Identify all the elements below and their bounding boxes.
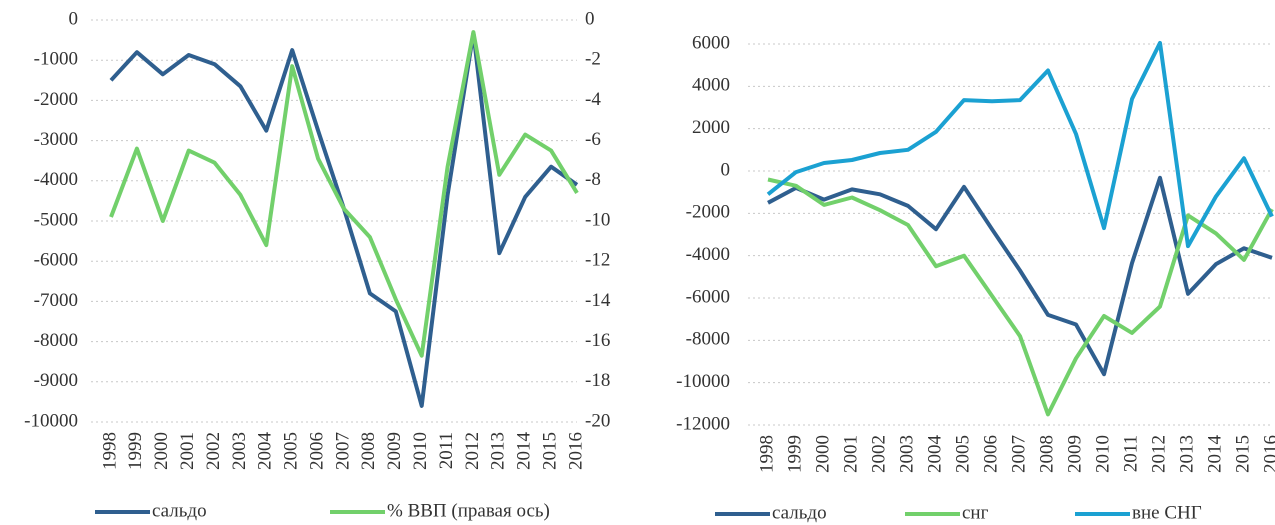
y-tick-label: -4000: [686, 244, 730, 265]
x-tick-label: 2016: [1260, 435, 1275, 473]
x-tick-label: 2014: [1204, 435, 1225, 474]
y2-tick-label: -2: [585, 49, 601, 70]
y2-tick-label: -6: [585, 129, 601, 150]
x-tick-label: 2002: [868, 435, 889, 473]
y-tick-label: -2000: [34, 89, 78, 110]
y2-tick-label: -16: [585, 330, 610, 351]
x-tick-label: 2002: [203, 432, 224, 470]
x-tick-label: 2008: [1036, 435, 1057, 473]
y-tick-label: -3000: [34, 129, 78, 150]
y-tick-label: 2000: [692, 117, 730, 138]
y-tick-label: -12000: [676, 413, 730, 434]
legend-label: снг: [962, 502, 989, 523]
y-tick-label: -6000: [686, 286, 730, 307]
y-tick-label: -7000: [34, 290, 78, 311]
x-tick-label: 2015: [1232, 435, 1253, 473]
series-line: [109, 30, 579, 408]
x-tick-label: 2003: [896, 435, 917, 473]
x-tick-label: 2004: [924, 435, 945, 474]
x-tick-label: 2009: [1064, 435, 1085, 473]
series-line: [766, 40, 1274, 249]
x-tick-label: 1999: [784, 435, 805, 473]
y-tick-label: -9000: [34, 370, 78, 391]
x-tick-label: 2010: [410, 432, 431, 470]
y2-tick-label: -20: [585, 410, 610, 431]
x-tick-label: 2003: [229, 432, 250, 470]
x-tick-label: 2009: [384, 432, 405, 470]
y-tick-label: -10000: [676, 371, 730, 392]
y-tick-label: 0: [721, 159, 731, 180]
x-tick-label: 1998: [99, 432, 120, 470]
y-tick-label: -5000: [34, 209, 78, 230]
x-tick-label: 2004: [255, 432, 276, 471]
y-tick-label: -8000: [686, 329, 730, 350]
x-tick-label: 2015: [539, 432, 560, 470]
x-tick-label: 2006: [980, 435, 1001, 473]
x-tick-label: 2000: [151, 432, 172, 470]
legend-label: вне СНГ: [1132, 502, 1202, 523]
y2-tick-label: -14: [585, 290, 611, 311]
y-tick-label: -10000: [24, 410, 78, 431]
y2-tick-label: -18: [585, 370, 610, 391]
x-tick-label: 2000: [812, 435, 833, 473]
x-tick-label: 2012: [1148, 435, 1169, 473]
x-tick-label: 1999: [125, 432, 146, 470]
x-tick-label: 2010: [1092, 435, 1113, 473]
x-tick-label: 2008: [358, 432, 379, 470]
y-tick-label: -6000: [34, 250, 78, 271]
legend-label: сальдо: [772, 502, 827, 523]
y-tick-label: -2000: [686, 202, 730, 223]
y-tick-label: -1000: [34, 49, 78, 70]
x-tick-label: 2006: [306, 432, 327, 470]
series-line: [767, 177, 1274, 417]
y-tick-label: -4000: [34, 169, 78, 190]
x-tick-label: 2012: [462, 432, 483, 470]
y-tick-label: -8000: [34, 330, 78, 351]
y2-tick-label: -4: [585, 89, 601, 110]
x-tick-label: 2001: [840, 435, 861, 473]
legend-label: % ВВП (правая ось): [387, 500, 550, 521]
y2-tick-label: 0: [585, 8, 595, 29]
y-tick-label: 6000: [692, 32, 730, 53]
y-tick-label: 4000: [692, 75, 730, 96]
x-tick-label: 2013: [1176, 435, 1197, 473]
x-tick-label: 2007: [332, 432, 353, 470]
x-tick-label: 2007: [1008, 435, 1029, 473]
y2-tick-label: -8: [585, 169, 601, 190]
x-tick-label: 2011: [436, 432, 457, 469]
x-tick-label: 2011: [1120, 435, 1141, 472]
x-tick-label: 2001: [177, 432, 198, 470]
x-tick-label: 2005: [281, 432, 302, 470]
x-tick-label: 2005: [952, 435, 973, 473]
x-tick-label: 2013: [488, 432, 509, 470]
y2-tick-label: -10: [585, 209, 610, 230]
y2-tick-label: -12: [585, 250, 610, 271]
x-tick-label: 2014: [514, 432, 535, 471]
x-tick-label: 1998: [756, 435, 777, 473]
y-tick-label: 0: [69, 8, 79, 29]
x-tick-label: 2016: [565, 432, 586, 470]
series-line: [767, 175, 1273, 377]
legend-label: сальдо: [152, 500, 207, 521]
series-line: [109, 30, 579, 358]
